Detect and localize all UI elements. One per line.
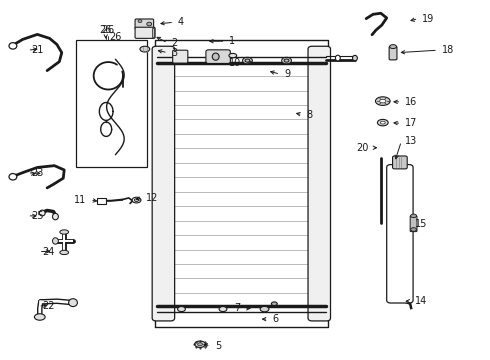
Ellipse shape [34, 314, 45, 320]
Text: 5: 5 [215, 341, 221, 351]
Text: 12: 12 [147, 193, 159, 203]
Text: 1: 1 [229, 36, 236, 46]
Ellipse shape [138, 20, 142, 23]
Ellipse shape [195, 341, 205, 347]
Ellipse shape [411, 228, 416, 231]
Ellipse shape [335, 55, 340, 61]
Text: 17: 17 [405, 118, 417, 128]
Ellipse shape [380, 99, 386, 103]
Ellipse shape [411, 214, 416, 218]
Bar [152, 28, 154, 37]
Ellipse shape [132, 197, 141, 203]
Text: 2: 2 [172, 38, 178, 48]
Ellipse shape [260, 306, 269, 312]
Ellipse shape [140, 46, 150, 52]
Text: 4: 4 [178, 17, 184, 27]
FancyBboxPatch shape [389, 46, 397, 60]
Ellipse shape [60, 230, 69, 234]
Ellipse shape [39, 210, 45, 216]
FancyBboxPatch shape [308, 46, 331, 321]
Ellipse shape [352, 55, 357, 61]
Text: 9: 9 [284, 69, 290, 79]
Bar [76, 40, 147, 167]
Text: 11: 11 [74, 195, 86, 205]
Ellipse shape [284, 59, 289, 62]
Text: 16: 16 [405, 97, 417, 107]
FancyBboxPatch shape [135, 19, 154, 29]
Text: 14: 14 [415, 296, 427, 306]
Text: 26: 26 [110, 32, 122, 41]
Text: 20: 20 [356, 143, 368, 153]
FancyBboxPatch shape [392, 156, 407, 169]
Text: 10: 10 [229, 58, 241, 68]
Ellipse shape [219, 307, 227, 312]
Ellipse shape [229, 53, 237, 58]
Ellipse shape [377, 120, 388, 126]
Text: 7: 7 [234, 303, 240, 314]
Ellipse shape [390, 45, 396, 49]
Ellipse shape [9, 174, 17, 180]
Bar [98, 198, 106, 204]
Text: 18: 18 [442, 45, 454, 55]
Ellipse shape [271, 302, 277, 306]
FancyBboxPatch shape [410, 216, 417, 231]
Text: 3: 3 [172, 48, 178, 58]
Ellipse shape [69, 299, 77, 307]
Ellipse shape [9, 42, 17, 49]
Ellipse shape [380, 121, 385, 124]
Ellipse shape [243, 57, 252, 64]
Ellipse shape [282, 57, 292, 64]
Text: 23: 23 [31, 168, 44, 178]
Ellipse shape [177, 307, 185, 312]
Ellipse shape [147, 22, 152, 26]
Ellipse shape [134, 199, 139, 202]
Text: 15: 15 [415, 219, 427, 229]
Ellipse shape [52, 238, 58, 244]
FancyBboxPatch shape [152, 46, 174, 321]
Text: 22: 22 [42, 301, 55, 311]
Ellipse shape [375, 97, 390, 105]
Text: 8: 8 [307, 110, 313, 120]
Text: 24: 24 [43, 247, 55, 257]
FancyBboxPatch shape [206, 50, 230, 63]
Text: 13: 13 [405, 136, 417, 146]
FancyBboxPatch shape [135, 27, 155, 39]
Text: 6: 6 [272, 314, 278, 324]
Text: 21: 21 [31, 45, 44, 55]
Ellipse shape [212, 53, 219, 60]
Ellipse shape [245, 59, 250, 62]
Text: 19: 19 [422, 14, 435, 24]
Ellipse shape [60, 250, 69, 255]
FancyBboxPatch shape [172, 50, 188, 63]
FancyBboxPatch shape [387, 165, 413, 303]
Ellipse shape [197, 343, 202, 346]
Ellipse shape [52, 213, 58, 220]
Text: 26: 26 [102, 25, 115, 35]
Text: 26: 26 [99, 25, 112, 35]
Text: 25: 25 [31, 211, 44, 221]
